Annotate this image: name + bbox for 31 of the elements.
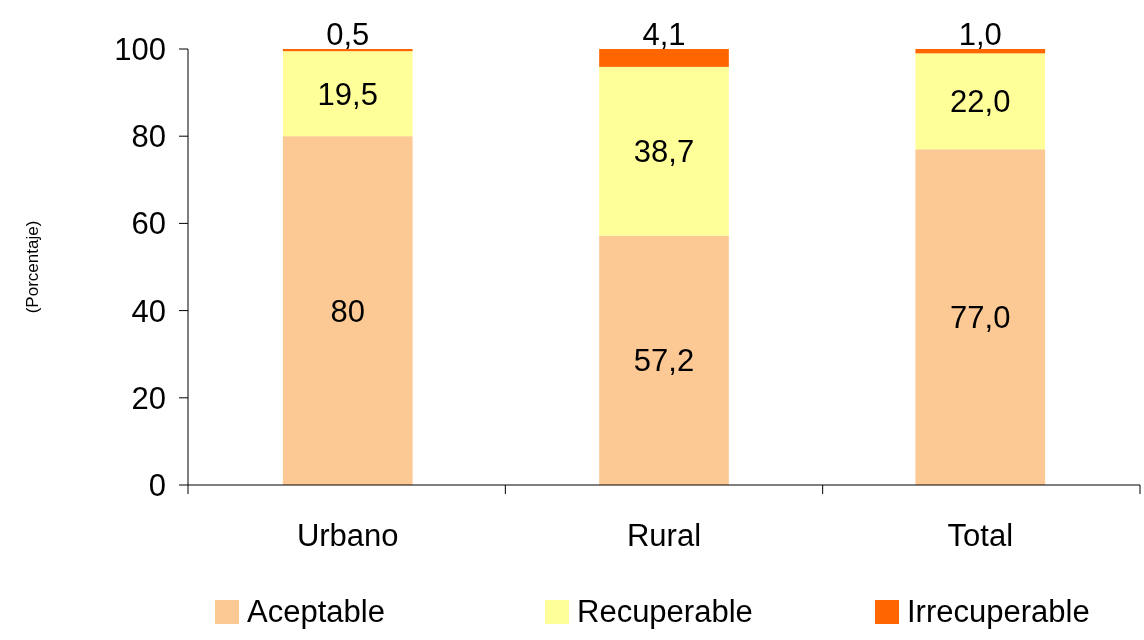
bar	[915, 149, 1046, 485]
data-label: 38,7	[633, 134, 695, 170]
bar	[599, 49, 729, 67]
data-label: 80	[330, 293, 365, 329]
legend-label: Recuperable	[577, 594, 753, 629]
legend-label: Aceptable	[247, 594, 385, 629]
y-tick-label: 40	[131, 293, 166, 329]
bar	[915, 53, 1046, 150]
bar	[282, 49, 413, 52]
bar	[282, 51, 413, 137]
x-tick-label: Urbano	[296, 518, 399, 553]
y-tick-label: 60	[131, 206, 166, 242]
data-label: 77,0	[950, 300, 1011, 336]
data-label: 22,0	[950, 84, 1011, 120]
data-label: 19,5	[317, 76, 378, 112]
bar	[915, 49, 1046, 54]
x-tick-label: Total	[947, 518, 1014, 553]
data-label: 57,2	[633, 343, 695, 379]
y-tick-label: 0	[148, 468, 166, 503]
bar	[599, 235, 729, 485]
data-label: 1,0	[958, 17, 1002, 52]
y-tick-label: 80	[131, 119, 166, 155]
x-tick-label: Rural	[626, 518, 702, 553]
legend-label: Irrecuperable	[907, 594, 1090, 629]
y-axis-title: (Porcentaje)	[23, 220, 42, 314]
data-label: 4,1	[642, 17, 686, 52]
bar	[599, 66, 729, 236]
bar	[282, 136, 413, 485]
y-tick-label: 20	[131, 380, 166, 416]
y-tick-label: 100	[114, 32, 166, 67]
data-label: 0,5	[326, 17, 370, 52]
